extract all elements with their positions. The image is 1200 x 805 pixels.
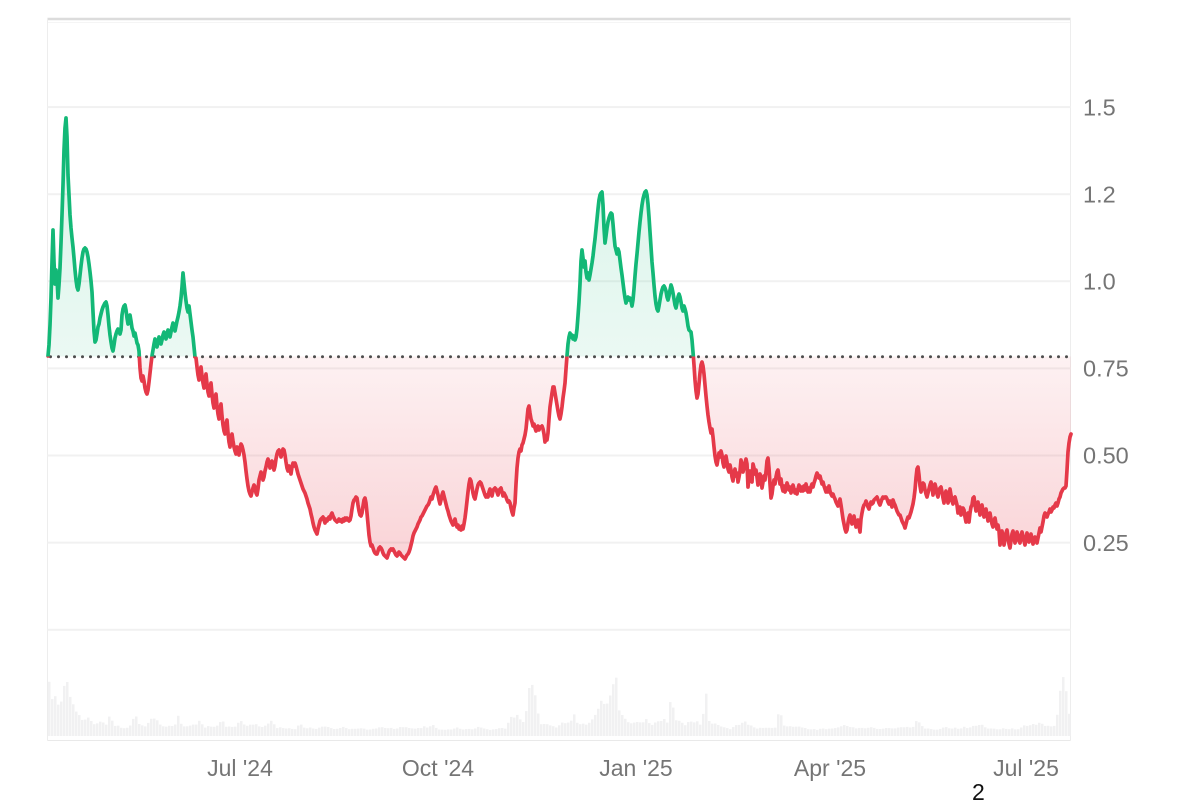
svg-text:Apr '25: Apr '25 (794, 755, 866, 781)
svg-text:0.25: 0.25 (1083, 530, 1129, 556)
svg-text:1.0: 1.0 (1083, 269, 1116, 295)
svg-text:Oct '24: Oct '24 (402, 755, 474, 781)
svg-text:1.5: 1.5 (1083, 94, 1116, 120)
svg-text:0.50: 0.50 (1083, 443, 1129, 469)
svg-text:1.2: 1.2 (1083, 181, 1116, 207)
svg-text:0.75: 0.75 (1083, 356, 1129, 382)
svg-text:Jul '24: Jul '24 (207, 755, 273, 781)
svg-text:Jan '25: Jan '25 (599, 755, 672, 781)
svg-text:2: 2 (972, 779, 985, 800)
svg-text:Jul '25: Jul '25 (993, 755, 1059, 781)
